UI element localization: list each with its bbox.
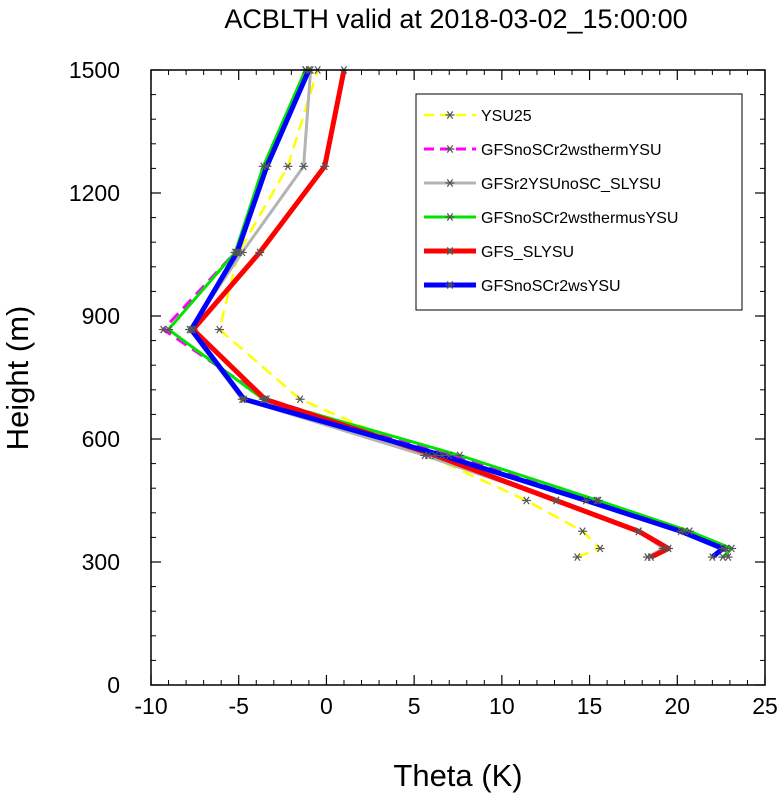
x-tick-label: 25 xyxy=(752,693,778,719)
data-point-marker xyxy=(664,544,674,553)
legend-label: GFSnoSCr2wsthermYSU xyxy=(481,142,662,159)
x-tick-label: 10 xyxy=(489,693,515,719)
x-tick-label: 0 xyxy=(320,693,333,719)
data-point-marker xyxy=(572,553,582,562)
legend-item: GFSr2YSUnoSC_SLYSU xyxy=(424,176,661,193)
legend-marker xyxy=(445,213,455,221)
data-point-marker xyxy=(646,553,656,562)
x-tick-label: 15 xyxy=(577,693,603,719)
series-line xyxy=(188,68,726,560)
data-point-marker xyxy=(232,248,242,257)
data-point-marker xyxy=(581,496,591,505)
y-tick-label: 600 xyxy=(82,426,120,452)
data-point-marker xyxy=(718,544,728,553)
legend: YSU25 GFSnoSCr2wsthermYSU GFSr2YSUnoSC_SLY… xyxy=(415,93,743,311)
legend-item: GFSnoSCr2wsYSU xyxy=(424,278,621,295)
data-point-marker xyxy=(164,325,174,334)
legend-label: GFSnoSCr2wsthermusYSU xyxy=(481,210,678,227)
data-point-marker xyxy=(634,527,644,536)
y-axis-label: Height (m) xyxy=(0,306,35,451)
data-point-marker xyxy=(295,395,305,404)
plot-frame xyxy=(150,69,766,686)
data-point-marker xyxy=(437,451,447,460)
chart-title: ACBLTH valid at 2018-03-02_15:00:00 xyxy=(224,4,687,34)
y-tick-label: 1500 xyxy=(69,57,120,83)
data-point-marker xyxy=(676,527,686,536)
x-tick-label: -5 xyxy=(228,693,248,719)
legend-label: GFSnoSCr2wsYSU xyxy=(481,278,621,295)
x-axis-ticks: -10 -5 0 5 10 15 20 25 xyxy=(134,70,778,719)
data-point-marker xyxy=(521,496,531,505)
data-point-marker xyxy=(685,527,695,536)
legend-label: GFSr2YSUnoSC_SLYSU xyxy=(481,176,661,193)
data-point-marker xyxy=(214,325,224,334)
legend-label: GFS_SLYSU xyxy=(481,244,574,261)
y-tick-label: 1200 xyxy=(69,180,120,206)
data-point-marker xyxy=(320,162,330,171)
legend-item: GFSnoSCr2wsthermYSU xyxy=(424,142,662,159)
legend-item: GFSnoSCr2wsthermusYSU xyxy=(424,210,678,227)
y-axis-ticks: 0 300 600 900 1200 1500 xyxy=(69,57,765,698)
legend-item: GFS_SLYSU xyxy=(424,244,574,261)
data-point-marker xyxy=(186,325,196,334)
data-point-marker xyxy=(551,496,561,505)
legend-item: YSU25 xyxy=(424,108,532,125)
y-tick-label: 300 xyxy=(82,549,120,575)
data-point-marker xyxy=(255,248,265,257)
x-axis-label: Theta (K) xyxy=(393,758,522,793)
legend-marker xyxy=(445,247,455,255)
data-point-marker xyxy=(727,544,737,553)
data-point-marker xyxy=(420,451,430,460)
x-tick-label: 5 xyxy=(408,693,421,719)
data-point-marker xyxy=(718,553,728,562)
legend-label: YSU25 xyxy=(481,108,532,125)
data-point-marker xyxy=(262,162,272,171)
y-tick-label: 0 xyxy=(107,672,120,698)
series-GFSnoSCr2wsthermusYSU xyxy=(167,69,734,559)
data-point-marker xyxy=(299,162,309,171)
legend-marker xyxy=(445,111,455,119)
x-tick-label: 20 xyxy=(664,693,690,719)
series-line xyxy=(167,69,734,559)
x-tick-label: -10 xyxy=(134,693,167,719)
legend-marker xyxy=(445,145,455,153)
data-point-marker xyxy=(283,162,293,171)
data-point-marker xyxy=(260,395,270,404)
data-point-marker xyxy=(593,496,603,505)
legend-marker xyxy=(445,281,455,289)
data-point-marker xyxy=(578,527,588,536)
plot-area xyxy=(158,66,737,562)
data-point-marker xyxy=(455,451,465,460)
data-point-marker xyxy=(707,553,717,562)
legend-marker xyxy=(445,179,455,187)
legend-box xyxy=(415,93,743,311)
y-tick-label: 900 xyxy=(82,303,120,329)
series-GFSnoSCr2wsYSU xyxy=(188,68,726,560)
data-point-marker xyxy=(239,395,249,404)
data-point-marker xyxy=(595,544,605,553)
